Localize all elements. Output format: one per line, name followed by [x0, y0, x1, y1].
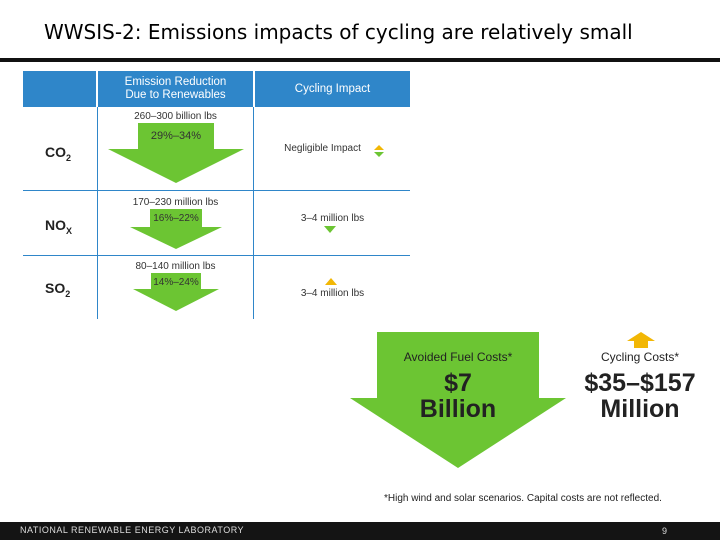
up-down-arrows-icon	[374, 145, 384, 157]
column-divider	[97, 107, 98, 319]
avoided-fuel-amount: $7	[444, 369, 472, 397]
page-title: WWSIS-2: Emissions impacts of cycling ar…	[44, 20, 633, 44]
avoided-fuel-label: Avoided Fuel Costs*	[403, 350, 513, 364]
footer-org: NATIONAL RENEWABLE ENERGY LABORATORY	[20, 525, 245, 535]
up-arrow-icon	[325, 278, 337, 285]
avoided-fuel-value: $7 Billion	[378, 370, 538, 422]
reduction-arrow-nox	[130, 209, 222, 249]
header-emission-reduction: Emission Reduction Due to Renewables	[98, 71, 253, 107]
range-so2: 80–140 million lbs	[135, 261, 216, 272]
reduction-arrow-co2	[108, 123, 244, 183]
range-co2: 260–300 billion lbs	[134, 111, 217, 122]
gas-label-nox: NOX	[45, 217, 73, 236]
row-divider	[23, 190, 410, 191]
impact-nox: 3–4 million lbs	[300, 213, 365, 224]
impact-so2: 3–4 million lbs	[300, 288, 365, 299]
percent-nox: 16%–22%	[153, 213, 199, 224]
column-divider	[253, 107, 254, 319]
down-arrow-icon	[324, 226, 336, 233]
title-divider	[0, 58, 720, 62]
page-number: 9	[661, 526, 667, 536]
avoided-fuel-arrow	[350, 332, 566, 468]
cycling-costs-amount: $35–$157	[584, 369, 696, 397]
reduction-arrow-so2	[133, 273, 219, 311]
footer-bar: NATIONAL RENEWABLE ENERGY LABORATORY 9	[0, 522, 720, 540]
avoided-fuel-unit: Billion	[419, 395, 497, 423]
footnote: *High wind and solar scenarios. Capital …	[384, 493, 662, 504]
cycling-costs-label: Cycling Costs*	[600, 350, 680, 364]
percent-co2: 29%–34%	[150, 130, 202, 142]
range-nox: 170–230 million lbs	[132, 197, 219, 208]
header-cell-empty	[23, 71, 96, 107]
cycling-costs-unit: Million	[600, 395, 680, 423]
cycling-costs-value: $35–$157 Million	[570, 370, 710, 422]
percent-so2: 14%–24%	[153, 277, 199, 288]
gas-label-co2: CO2	[45, 144, 72, 163]
impact-co2: Negligible Impact	[284, 143, 361, 154]
cycling-up-arrow-icon	[627, 332, 655, 348]
emissions-table: Emission Reduction Due to Renewables Cyc…	[23, 71, 410, 319]
header-emission-reduction-label: Emission Reduction Due to Renewables	[124, 76, 227, 101]
header-cycling-impact: Cycling Impact	[255, 71, 410, 107]
row-divider	[23, 255, 410, 256]
gas-label-so2: SO2	[45, 280, 71, 299]
